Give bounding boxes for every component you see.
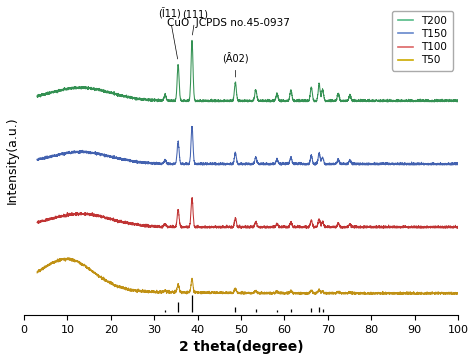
Text: (Ĩ11): (Ĩ11) [158,8,181,59]
Text: CuO  JCPDS no.45-0937: CuO JCPDS no.45-0937 [166,18,290,28]
Text: (Ȃ02): (Ȃ02) [222,53,249,77]
Text: (111): (111) [182,10,209,35]
Legend: T200, T150, T100, T50: T200, T150, T100, T50 [392,11,453,71]
X-axis label: 2 theta(degree): 2 theta(degree) [179,341,303,355]
Y-axis label: Intensity(a.u.): Intensity(a.u.) [6,117,18,204]
